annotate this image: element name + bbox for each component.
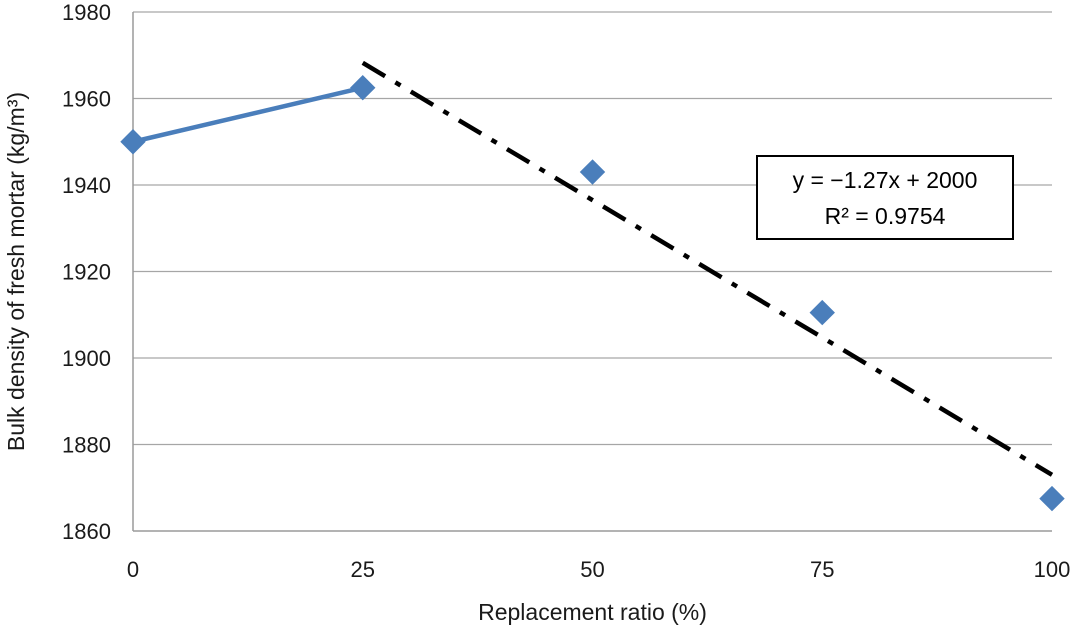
x-tick-labels: 0 25 50 75 100 [127, 557, 1070, 582]
trendline-equation-box: y = −1.27x + 2000 R² = 0.9754 [756, 155, 1014, 240]
y-tick-label-1900: 1900 [62, 346, 111, 371]
x-tick-label-75: 75 [810, 557, 834, 582]
y-tick-label-1920: 1920 [62, 260, 111, 285]
y-tick-label-1940: 1940 [62, 173, 111, 198]
x-tick-label-100: 100 [1034, 557, 1071, 582]
data-point-0 [120, 129, 146, 155]
x-tick-label-0: 0 [127, 557, 139, 582]
connector-line [130, 85, 365, 144]
y-tick-label-1960: 1960 [62, 87, 111, 112]
x-tick-label-50: 50 [580, 557, 604, 582]
data-point-25 [350, 74, 376, 101]
data-points [120, 74, 1065, 512]
equation-box-border [756, 155, 1014, 240]
trendline-path [361, 60, 1054, 477]
trendline [361, 60, 1054, 477]
trendline-equation: y = −1.27x + 2000 [793, 167, 978, 193]
y-tick-label-1860: 1860 [62, 519, 111, 544]
trendline-r-squared: R² = 0.9754 [825, 203, 946, 229]
x-axis-title: Replacement ratio (%) [478, 599, 707, 625]
y-tick-labels: 1860 1880 1900 1920 1940 1960 1980 [62, 0, 111, 544]
gridlines [133, 11, 1052, 446]
data-point-100 [1039, 485, 1065, 512]
x-tick-label-25: 25 [351, 557, 375, 582]
y-tick-label-1880: 1880 [62, 433, 111, 458]
data-point-50 [579, 159, 606, 185]
connector-segment [130, 85, 365, 144]
y-axis-title: Bulk density of fresh mortar (kg/m³) [3, 92, 29, 451]
data-point-75 [809, 299, 835, 326]
y-tick-label-1980: 1980 [62, 0, 111, 25]
